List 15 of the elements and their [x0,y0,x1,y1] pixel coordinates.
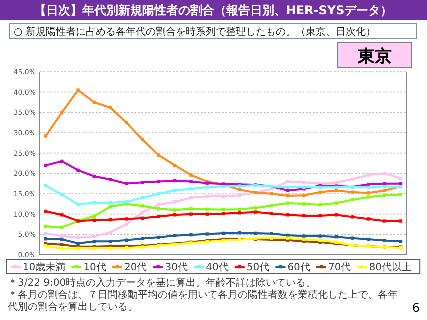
text: 東京 [357,47,392,67]
legend-label: 30代 [165,262,188,274]
legend-label: 60代 [288,262,310,274]
text: ＊各月の割合は、７日間移動平均の値を用いて各月の陽性者数を業積化した上で、各年代別の割合を算出している。 [7,289,398,313]
text: ＊3/22 9:00時点の入力データを基に算出。年齢不詳は除いている。 [8,277,316,289]
chart-subtitle: ○ 新規陽性者に占める各年代の割合を時系列で整理したもの。（東京、日次化） [14,26,376,38]
text: 6 [412,301,420,315]
legend-label: 20代 [124,262,148,274]
legend-label: 40代 [206,262,229,274]
legend-label: 10歳未満 [22,262,66,274]
legend-label: 70代 [328,262,352,274]
legend-label: 10代 [84,262,106,274]
chart-title: 【日次】年代別新規陽性者の割合（報告日別、HER-SYSデータ） [34,4,393,18]
legend-label: 50代 [246,262,270,274]
legend-label: 80代以上 [369,262,412,274]
